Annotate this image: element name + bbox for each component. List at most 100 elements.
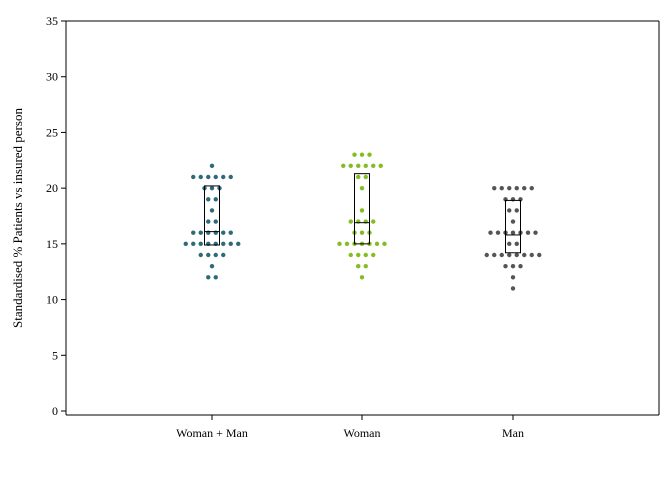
group-2 xyxy=(337,152,387,280)
data-point xyxy=(499,252,504,258)
data-point xyxy=(363,263,368,269)
data-point xyxy=(495,230,501,235)
data-point xyxy=(337,241,342,247)
group-1 xyxy=(183,163,241,280)
data-point xyxy=(209,208,215,213)
axes xyxy=(65,20,660,416)
data-point xyxy=(213,197,218,202)
data-point xyxy=(529,185,534,191)
y-tick-label: 0 xyxy=(52,404,58,418)
data-point xyxy=(221,230,226,235)
data-point xyxy=(514,252,519,258)
data-point xyxy=(359,185,365,191)
data-point xyxy=(518,263,523,269)
y-tick-label: 35 xyxy=(46,14,58,28)
y-tick-label: 20 xyxy=(46,181,58,195)
data-point xyxy=(213,219,218,224)
data-point xyxy=(352,152,357,157)
data-point xyxy=(484,252,489,258)
data-groups xyxy=(183,152,542,291)
data-point xyxy=(209,185,215,191)
data-point xyxy=(522,185,527,191)
data-point xyxy=(344,241,350,247)
data-point xyxy=(221,241,226,247)
data-point xyxy=(507,208,512,213)
data-point xyxy=(198,241,203,247)
data-point xyxy=(514,185,519,191)
data-point xyxy=(191,241,196,247)
data-point xyxy=(209,263,215,269)
data-point xyxy=(514,241,519,247)
data-point xyxy=(522,252,527,258)
data-point xyxy=(206,275,211,280)
data-point xyxy=(499,185,504,191)
x-tick-label: Woman + Man xyxy=(176,426,248,440)
data-point xyxy=(213,275,218,280)
data-point xyxy=(507,185,512,191)
x-axis-ticks: Woman + Man Woman Man xyxy=(176,415,524,440)
data-point xyxy=(488,230,493,235)
data-point xyxy=(348,219,353,224)
y-tick-label: 30 xyxy=(46,70,58,84)
data-point xyxy=(228,174,233,180)
data-point xyxy=(525,230,531,235)
data-point xyxy=(359,208,365,213)
y-tick-label: 5 xyxy=(52,348,58,362)
y-tick-label: 10 xyxy=(46,293,58,307)
data-point xyxy=(341,163,346,169)
data-point xyxy=(492,185,497,191)
iqr-box xyxy=(354,173,370,245)
x-tick-label: Man xyxy=(502,426,524,440)
data-point xyxy=(371,163,376,169)
data-point xyxy=(206,197,211,202)
data-point xyxy=(356,163,361,169)
data-point xyxy=(507,252,512,258)
data-point xyxy=(367,152,372,157)
data-point xyxy=(382,241,387,247)
data-point xyxy=(537,252,542,258)
iqr-box xyxy=(505,199,521,254)
iqr-box xyxy=(204,185,220,246)
y-tick-label: 15 xyxy=(46,237,58,251)
data-point xyxy=(492,252,497,258)
group-3 xyxy=(484,185,542,291)
data-point xyxy=(356,174,361,180)
data-point xyxy=(363,174,368,180)
data-point xyxy=(510,263,516,269)
data-point xyxy=(221,252,226,258)
data-point xyxy=(371,252,376,258)
data-point xyxy=(206,219,211,224)
data-point xyxy=(191,174,196,180)
data-point xyxy=(510,286,516,291)
data-point xyxy=(533,230,538,235)
data-point xyxy=(221,174,226,180)
data-point xyxy=(510,219,516,224)
data-point xyxy=(213,252,218,258)
data-point xyxy=(510,230,516,235)
data-point xyxy=(529,252,534,258)
data-point xyxy=(236,241,241,247)
y-axis-ticks: 0 5 10 15 20 25 30 35 xyxy=(46,14,66,418)
data-point xyxy=(356,263,361,269)
data-point xyxy=(356,252,361,258)
data-point xyxy=(507,241,512,247)
data-point xyxy=(363,252,368,258)
data-point xyxy=(213,174,218,180)
data-point xyxy=(228,241,233,247)
data-point xyxy=(183,241,188,247)
data-point xyxy=(228,230,233,235)
data-point xyxy=(378,163,383,169)
data-point xyxy=(206,174,211,180)
data-point xyxy=(510,275,516,280)
data-point xyxy=(198,252,203,258)
data-point xyxy=(198,174,203,180)
data-point xyxy=(363,163,368,169)
data-point xyxy=(371,219,376,224)
data-point xyxy=(503,263,508,269)
data-point xyxy=(359,152,365,157)
data-point xyxy=(209,163,215,169)
y-axis-label: Standardised % Patients vs insured perso… xyxy=(10,108,25,328)
data-point xyxy=(206,252,211,258)
data-point xyxy=(348,163,353,169)
x-tick-label: Woman xyxy=(343,426,380,440)
